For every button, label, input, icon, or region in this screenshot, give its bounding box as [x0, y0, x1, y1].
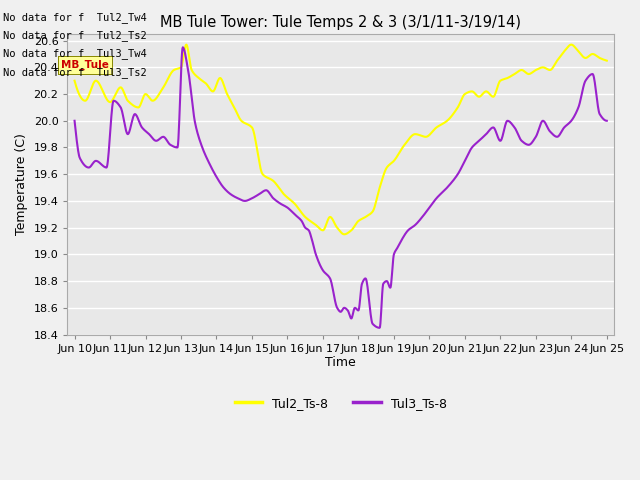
Tul2_Ts-8	[568, 42, 575, 48]
Tul2_Ts-8	[141, 91, 149, 97]
Tul3_Ts-8	[179, 45, 187, 50]
Text: MB_Tule: MB_Tule	[61, 60, 109, 71]
Tul2_Ts-8	[70, 78, 78, 84]
Tul3_Ts-8	[141, 128, 149, 133]
X-axis label: Time: Time	[325, 356, 356, 369]
Tul2_Ts-8	[362, 214, 369, 220]
Tul3_Ts-8	[70, 118, 78, 124]
Tul2_Ts-8	[351, 223, 358, 229]
Tul3_Ts-8	[362, 276, 369, 281]
Tul3_Ts-8	[161, 134, 168, 140]
Text: No data for f  Tul2_Ts2: No data for f Tul2_Ts2	[3, 30, 147, 41]
Title: MB Tule Tower: Tule Temps 2 & 3 (3/1/11-3/19/14): MB Tule Tower: Tule Temps 2 & 3 (3/1/11-…	[160, 15, 521, 30]
Y-axis label: Temperature (C): Temperature (C)	[15, 133, 28, 235]
Text: No data for f  Tul2_Tw4: No data for f Tul2_Tw4	[3, 12, 147, 23]
Tul3_Ts-8	[351, 305, 358, 311]
Tul2_Ts-8	[161, 83, 168, 89]
Tul2_Ts-8	[301, 214, 309, 220]
Tul3_Ts-8	[603, 118, 611, 124]
Tul2_Ts-8	[250, 130, 258, 135]
Line: Tul2_Ts-8: Tul2_Ts-8	[74, 45, 607, 234]
Tul3_Ts-8	[302, 225, 310, 231]
Legend: Tul2_Ts-8, Tul3_Ts-8: Tul2_Ts-8, Tul3_Ts-8	[230, 392, 452, 415]
Text: No data for f  Tul3_Ts2: No data for f Tul3_Ts2	[3, 67, 147, 78]
Text: No data for f  Tul3_Tw4: No data for f Tul3_Tw4	[3, 48, 147, 60]
Tul2_Ts-8	[603, 58, 611, 63]
Line: Tul3_Ts-8: Tul3_Ts-8	[74, 48, 607, 328]
Tul3_Ts-8	[250, 194, 258, 200]
Tul2_Ts-8	[340, 231, 348, 237]
Tul3_Ts-8	[376, 325, 383, 331]
